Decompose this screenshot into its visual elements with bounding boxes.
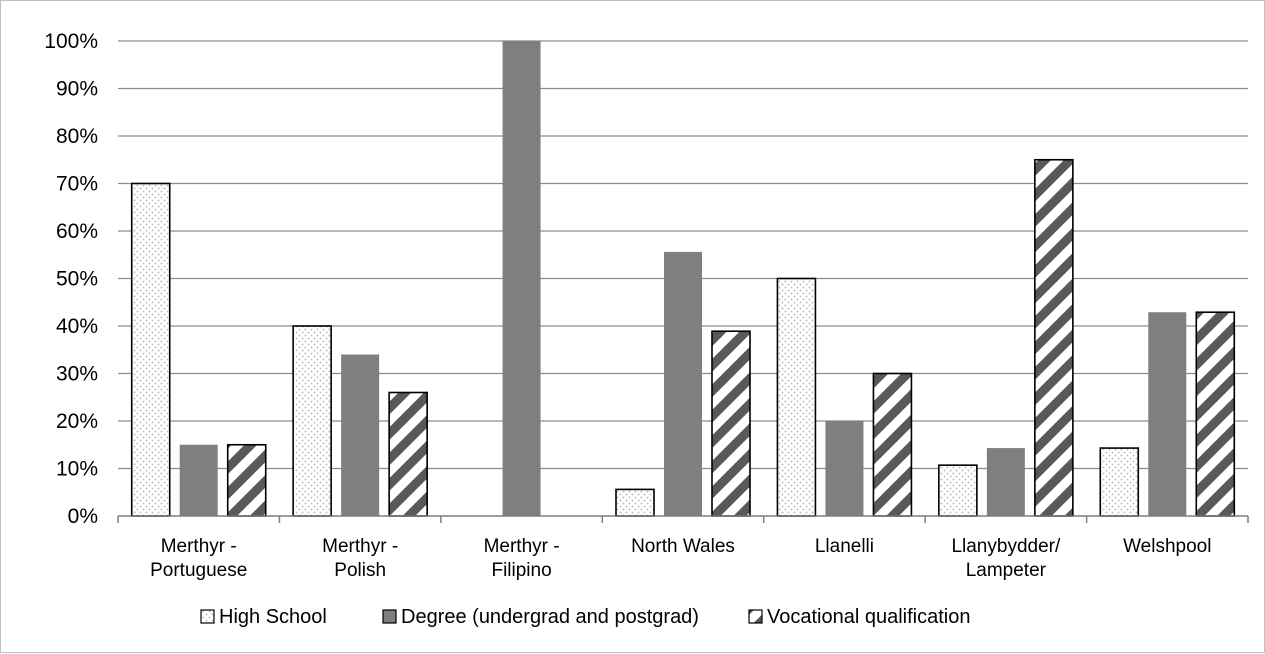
legend-swatch-solid xyxy=(382,609,397,624)
bar-dots xyxy=(1099,447,1140,517)
bar-solid xyxy=(502,41,541,516)
x-category-label: Merthyr - Filipino xyxy=(484,536,560,581)
bar-diagonal xyxy=(711,330,751,517)
bar-solid xyxy=(986,448,1025,516)
x-axis xyxy=(117,515,1249,523)
legend-label: Degree (undergrad and postgrad) xyxy=(401,606,699,628)
legend-label: Vocational qualification xyxy=(767,606,970,628)
bar-diagonal xyxy=(1034,158,1074,517)
legend-swatch-dots xyxy=(200,609,215,624)
x-category-label: North Wales xyxy=(631,536,735,557)
legend: High School Degree (undergrad and postgra… xyxy=(200,606,970,628)
y-tick-label: 60% xyxy=(56,220,98,243)
bar-diagonal xyxy=(388,391,428,517)
x-category-label-line: Merthyr - xyxy=(484,536,560,557)
bar-solid xyxy=(341,354,380,516)
y-axis-tick-labels: 0% 10% 20% 30% 40% 50% 60% 70% 80% 90% 100% xyxy=(44,30,98,528)
x-category-label-line: Portuguese xyxy=(150,560,247,581)
bars xyxy=(130,41,1236,517)
bar-diagonal xyxy=(226,443,267,517)
x-category-label-line: Filipino xyxy=(491,560,551,581)
y-tick-label: 30% xyxy=(56,363,98,386)
legend-swatch-diagonal xyxy=(748,609,763,624)
y-tick-label: 0% xyxy=(68,505,98,528)
x-category-label-line: Merthyr - xyxy=(161,536,237,557)
x-category-label-line: North Wales xyxy=(631,536,735,557)
y-tick-label: 100% xyxy=(44,30,98,53)
y-tick-label: 20% xyxy=(56,410,98,433)
y-tick-label: 40% xyxy=(56,315,98,338)
bar-dots xyxy=(130,182,171,517)
bar-dots xyxy=(938,464,978,517)
bar-solid xyxy=(825,421,864,516)
bar-solid xyxy=(664,251,702,516)
y-tick-label: 50% xyxy=(56,268,98,291)
x-category-label: Llanelli xyxy=(815,536,874,557)
bar-diagonal xyxy=(872,372,913,517)
bar-dots xyxy=(292,325,332,517)
x-category-label: Merthyr - Portuguese xyxy=(150,536,247,581)
x-category-label: Merthyr - Polish xyxy=(322,536,398,581)
x-category-label-line: Polish xyxy=(334,560,386,581)
y-tick-label: 90% xyxy=(56,78,98,101)
x-category-label: Welshpool xyxy=(1123,536,1211,557)
x-category-label-line: Lampeter xyxy=(966,560,1047,581)
legend-label: High School xyxy=(219,606,327,628)
x-category-label-line: Llanelli xyxy=(815,536,874,557)
bar-solid xyxy=(1148,312,1187,516)
y-tick-label: 70% xyxy=(56,173,98,196)
x-category-label: Llanybydder/Lampeter xyxy=(951,536,1061,581)
bar-solid xyxy=(179,444,218,516)
bar-dots xyxy=(615,488,655,517)
bar-diagonal xyxy=(1195,311,1236,517)
x-category-label-line: Merthyr - xyxy=(322,536,398,557)
y-tick-label: 80% xyxy=(56,125,98,148)
y-tick-label: 10% xyxy=(56,458,98,481)
bar-dots xyxy=(776,277,817,517)
x-category-label-line: Welshpool xyxy=(1123,536,1211,557)
x-category-label-line: Llanybydder/ xyxy=(951,536,1061,557)
